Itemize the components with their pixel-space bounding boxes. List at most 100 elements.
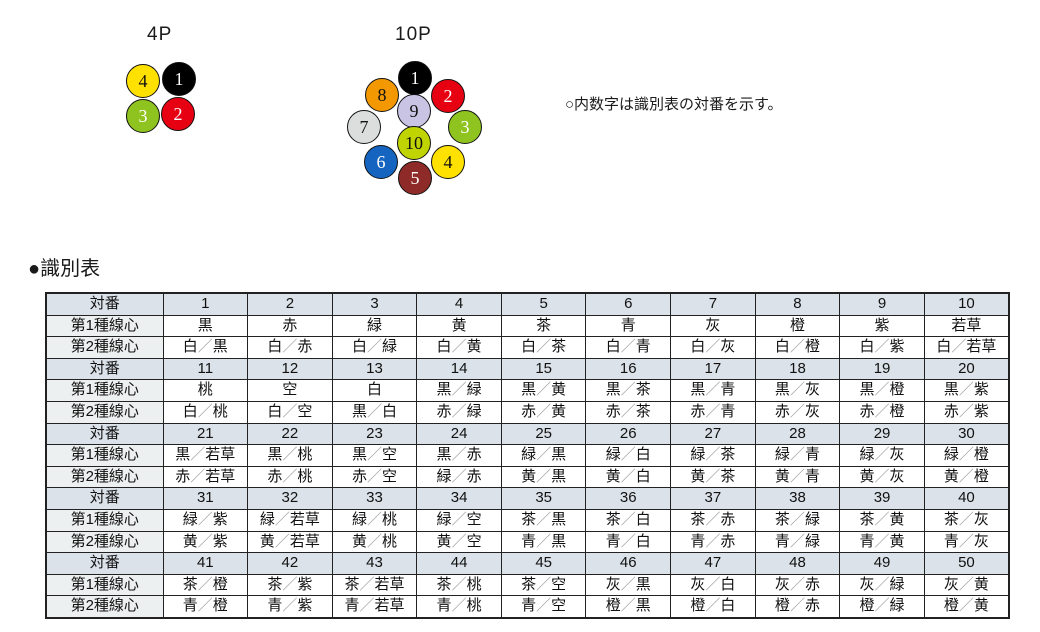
pair-number-cell: 5 <box>500 292 587 316</box>
first-core-cell: 灰／黄 <box>923 573 1010 597</box>
slash-separator: ／ <box>451 467 467 485</box>
pair-number-row: 対番 11 12 13 14 15 16 17 18 19 20 <box>45 357 1010 381</box>
pair-number-cell: 8 <box>754 292 841 316</box>
second-core-row: 第2種線心 赤／若草 赤／桃 赤／空 緑／赤 黄／黒 黄／白 黄／茶 黄／青 黄／灰 黄／橙 <box>45 465 1010 489</box>
pair-number-cell: 43 <box>331 552 418 575</box>
first-core-cell: 赤 <box>247 314 333 338</box>
pair-number-cell: 29 <box>839 422 925 446</box>
pair-number-cell: 23 <box>331 422 418 446</box>
slash-separator: ／ <box>197 532 213 550</box>
pair-number-cell: 36 <box>585 487 672 510</box>
second-core-cell: 青／若草 <box>331 595 418 619</box>
second-core-row: 第2種線心 白／黒 白／赤 白／緑 白／黄 白／茶 白／青 白／灰 白／橙 白／紫 白／若草 <box>45 336 1010 359</box>
first-core-cell: 白 <box>331 379 418 402</box>
slash-separator: ／ <box>874 381 890 399</box>
pair-number-cell: 22 <box>247 422 333 446</box>
second-core-cell: 黄／桃 <box>331 530 418 554</box>
first-core-cell: 黒 <box>162 314 249 338</box>
pair-circle-3: 3 <box>126 99 160 133</box>
slash-separator: ／ <box>536 402 552 420</box>
pair-number-cell: 13 <box>331 357 418 381</box>
row-label-pair-number: 対番 <box>45 292 164 316</box>
section-title: ●識別表 <box>28 258 101 280</box>
pair-circle-2: 2 <box>431 79 465 113</box>
slash-separator: ／ <box>451 597 467 615</box>
row-label-pair-number: 対番 <box>45 552 164 575</box>
pair-number-cell: 12 <box>247 357 333 381</box>
row-label-first-core: 第1種線心 <box>45 573 164 597</box>
row-label-second-core: 第2種線心 <box>45 465 164 489</box>
slash-separator: ／ <box>620 467 636 485</box>
slash-separator: ／ <box>958 575 974 593</box>
pair-number-cell: 17 <box>670 357 756 381</box>
first-core-cell: 黒／若草 <box>162 444 249 467</box>
slash-separator: ／ <box>958 510 974 528</box>
first-core-cell: 茶／赤 <box>670 508 756 532</box>
slash-separator: ／ <box>274 510 290 528</box>
pair-number-cell: 48 <box>754 552 841 575</box>
first-core-cell: 緑／桃 <box>331 508 418 532</box>
slash-separator: ／ <box>705 467 721 485</box>
second-core-cell: 青／白 <box>585 530 672 554</box>
pair-circle-8: 8 <box>365 78 399 112</box>
slash-separator: ／ <box>197 597 213 615</box>
row-label-first-core: 第1種線心 <box>45 508 164 532</box>
second-core-cell: 青／空 <box>500 595 587 619</box>
first-core-cell: 黒／赤 <box>416 444 502 467</box>
first-core-cell: 緑／黒 <box>500 444 587 467</box>
slash-separator: ／ <box>789 338 805 356</box>
slash-separator: ／ <box>282 575 298 593</box>
row-label-pair-number: 対番 <box>45 422 164 446</box>
first-core-cell: 茶 <box>500 314 587 338</box>
pair-number-cell: 11 <box>162 357 249 381</box>
row-label-second-core: 第2種線心 <box>45 595 164 619</box>
second-core-cell: 黄／紫 <box>162 530 249 554</box>
slash-separator: ／ <box>620 510 636 528</box>
slash-separator: ／ <box>874 532 890 550</box>
first-core-cell: 茶／紫 <box>247 573 333 597</box>
first-core-cell: 黒／灰 <box>754 379 841 402</box>
pair-number-cell: 19 <box>839 357 925 381</box>
first-core-cell: 灰／黒 <box>585 573 672 597</box>
slash-separator: ／ <box>536 467 552 485</box>
pair-number-cell: 35 <box>500 487 587 510</box>
row-label-first-core: 第1種線心 <box>45 444 164 467</box>
pair-number-cell: 21 <box>162 422 249 446</box>
id-table: 対番 1 2 3 4 5 6 7 8 9 10 第1種線心黒赤緑黄茶青灰橙紫若草 第2種線心 白／黒 白／赤… <box>45 292 1010 619</box>
slash-separator: ／ <box>536 510 552 528</box>
second-core-row: 第2種線心 白／桃 白／空 黒／白 赤／緑 赤／黄 赤／茶 赤／青 赤／灰 赤／橙 赤／紫 <box>45 400 1010 424</box>
first-core-cell: 茶／灰 <box>923 508 1010 532</box>
slash-separator: ／ <box>874 597 890 615</box>
pair-circle-4: 4 <box>126 64 160 98</box>
pair-number-cell: 10 <box>923 292 1010 316</box>
second-core-cell: 青／紫 <box>247 595 333 619</box>
pair-number-cell: 45 <box>500 552 587 575</box>
second-core-cell: 白／紫 <box>839 336 925 359</box>
slash-separator: ／ <box>197 510 213 528</box>
note-text: ○内数字は識別表の対番を示す。 <box>565 96 783 113</box>
slash-separator: ／ <box>705 532 721 550</box>
slash-separator: ／ <box>705 381 721 399</box>
slash-separator: ／ <box>789 381 805 399</box>
pair-circle-10: 10 <box>397 126 431 160</box>
row-label-pair-number: 対番 <box>45 487 164 510</box>
pair-number-cell: 31 <box>162 487 249 510</box>
row-label-pair-number: 対番 <box>45 357 164 381</box>
second-core-cell: 赤／紫 <box>923 400 1010 424</box>
slash-separator: ／ <box>705 446 721 464</box>
first-core-cell: 灰／緑 <box>839 573 925 597</box>
first-core-cell: 茶／黄 <box>839 508 925 532</box>
pair-number-cell: 6 <box>585 292 672 316</box>
second-core-cell: 黄／茶 <box>670 465 756 489</box>
slash-separator: ／ <box>536 597 552 615</box>
slash-separator: ／ <box>958 467 974 485</box>
pair-number-cell: 15 <box>500 357 587 381</box>
pair-number-row: 対番 1 2 3 4 5 6 7 8 9 10 <box>45 292 1010 316</box>
pair-number-cell: 16 <box>585 357 672 381</box>
slash-separator: ／ <box>705 510 721 528</box>
slash-separator: ／ <box>197 575 213 593</box>
pair-circle-1: 1 <box>398 61 432 95</box>
pair-circle-3: 3 <box>448 110 482 144</box>
slash-separator: ／ <box>282 446 298 464</box>
